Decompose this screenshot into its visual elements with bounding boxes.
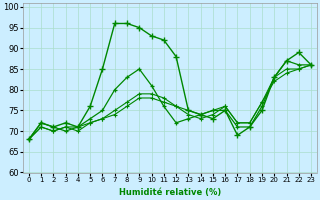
X-axis label: Humidité relative (%): Humidité relative (%) [119, 188, 221, 197]
